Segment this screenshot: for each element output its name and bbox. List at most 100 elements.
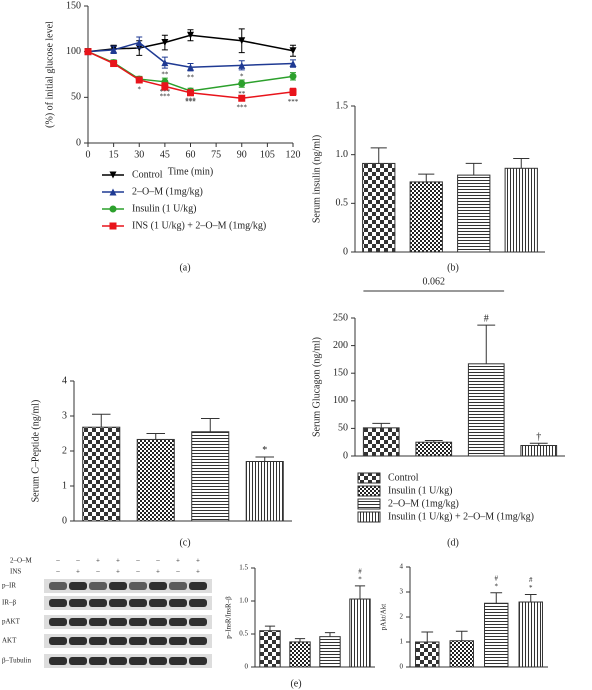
marker xyxy=(289,47,297,55)
x-tick-label: 15 xyxy=(109,149,119,160)
significance: # xyxy=(529,576,533,584)
y-axis-label: Serum C–Peptide (ng/ml) xyxy=(30,400,41,503)
blot-band xyxy=(69,582,87,590)
error-bar xyxy=(513,158,530,169)
blot-band xyxy=(49,582,67,590)
legend-marker xyxy=(109,222,117,230)
x-tick-label: 45 xyxy=(160,149,170,160)
blot-band xyxy=(129,637,147,645)
legend-swatch xyxy=(357,472,381,484)
y-tick-label: 1.0 xyxy=(239,597,248,605)
error-bar xyxy=(91,413,111,428)
blot-strip xyxy=(44,596,212,610)
blot-band xyxy=(69,618,87,626)
legend-label: Insulin (1 U/kg) + 2–O–M (1mg/kg) xyxy=(388,511,534,522)
blot-band xyxy=(69,637,87,645)
y-axis-label: p–InsR/InsR–β xyxy=(225,596,233,639)
marker xyxy=(289,72,297,80)
bar xyxy=(362,427,400,457)
y-tick-label: 0.5 xyxy=(239,630,248,638)
marker xyxy=(289,88,297,96)
y-tick-label: 4 xyxy=(62,375,67,386)
y-tick-label: 150 xyxy=(66,0,81,11)
legend-marker xyxy=(109,205,117,213)
error-bar xyxy=(324,632,336,637)
legend-swatch xyxy=(357,511,381,523)
panel-label: (b) xyxy=(447,262,459,273)
marker xyxy=(187,31,194,39)
blot-row-label: IR–β xyxy=(2,599,17,607)
blot-band xyxy=(169,618,187,626)
blot-row-label: pAKT xyxy=(2,618,21,626)
marker xyxy=(161,59,169,67)
significance: # xyxy=(484,313,489,324)
blot-band xyxy=(149,657,167,665)
blot-band xyxy=(109,599,127,607)
bar xyxy=(259,630,281,668)
error-bar xyxy=(200,417,220,432)
blot-band xyxy=(89,637,107,645)
blot-band xyxy=(109,637,127,645)
blot-band xyxy=(149,618,167,626)
treatment-sign: – xyxy=(155,557,160,565)
blot-band xyxy=(129,657,147,665)
y-tick-label: 0.5 xyxy=(336,198,349,209)
blot-band xyxy=(189,582,207,590)
treatment-sign: + xyxy=(116,557,120,565)
x-tick-label: 105 xyxy=(260,149,275,160)
legend-swatch xyxy=(357,485,381,497)
marker xyxy=(289,60,297,68)
error-bar xyxy=(421,631,434,642)
bar xyxy=(467,363,505,457)
significance: * xyxy=(495,582,499,590)
y-tick-label: 1.5 xyxy=(336,100,349,111)
y-tick-label: 100 xyxy=(333,395,348,406)
y-tick-label: 0 xyxy=(76,137,81,148)
treatment-sign: – xyxy=(55,557,60,565)
treatment-label: 2–O–M xyxy=(10,557,33,565)
treatment-sign: + xyxy=(96,557,100,565)
blot-band xyxy=(149,637,167,645)
x-tick-label: 90 xyxy=(237,149,247,160)
blot-band xyxy=(169,582,187,590)
bracket-label: 0.062 xyxy=(423,276,446,287)
blot-band xyxy=(89,618,107,626)
y-tick-label: 0 xyxy=(245,663,249,671)
panel-label: (a) xyxy=(179,262,190,273)
significance: * xyxy=(529,584,533,592)
panel-label: (c) xyxy=(179,537,190,548)
blot-strip xyxy=(44,634,212,648)
y-tick-label: 4 xyxy=(400,563,404,571)
y-tick-label: 0 xyxy=(343,450,348,461)
treatment-sign: + xyxy=(176,557,180,565)
blot-band xyxy=(189,657,207,665)
treatment-sign: – xyxy=(135,557,140,565)
error-bar xyxy=(354,585,366,600)
marker xyxy=(161,82,169,90)
significance: *** xyxy=(160,88,171,96)
y-tick-label: 50 xyxy=(338,423,348,434)
x-tick-label: 120 xyxy=(286,149,301,160)
y-axis-label: (%) of initial glucose level xyxy=(44,21,55,128)
y-tick-label: 100 xyxy=(66,46,81,57)
blot-band xyxy=(149,582,167,590)
significance: # xyxy=(495,574,499,582)
y-tick-label: 1 xyxy=(400,638,404,646)
blot-strip xyxy=(44,615,212,629)
y-tick-label: 150 xyxy=(333,367,348,378)
bar xyxy=(504,167,538,253)
treatment-sign: – xyxy=(175,568,180,576)
bar xyxy=(457,174,491,253)
marker xyxy=(135,76,143,84)
x-tick-label: 75 xyxy=(211,149,221,160)
significance: *** xyxy=(185,98,196,106)
y-tick-label: 1 xyxy=(62,480,67,491)
y-tick-label: 1.5 xyxy=(239,564,248,572)
treatment-label: INS xyxy=(10,568,21,576)
treatment-sign: + xyxy=(76,568,80,576)
treatment-sign: + xyxy=(196,568,200,576)
marker xyxy=(110,60,118,68)
treatment-sign: – xyxy=(135,568,140,576)
marker xyxy=(135,39,143,47)
blot-band xyxy=(69,657,87,665)
